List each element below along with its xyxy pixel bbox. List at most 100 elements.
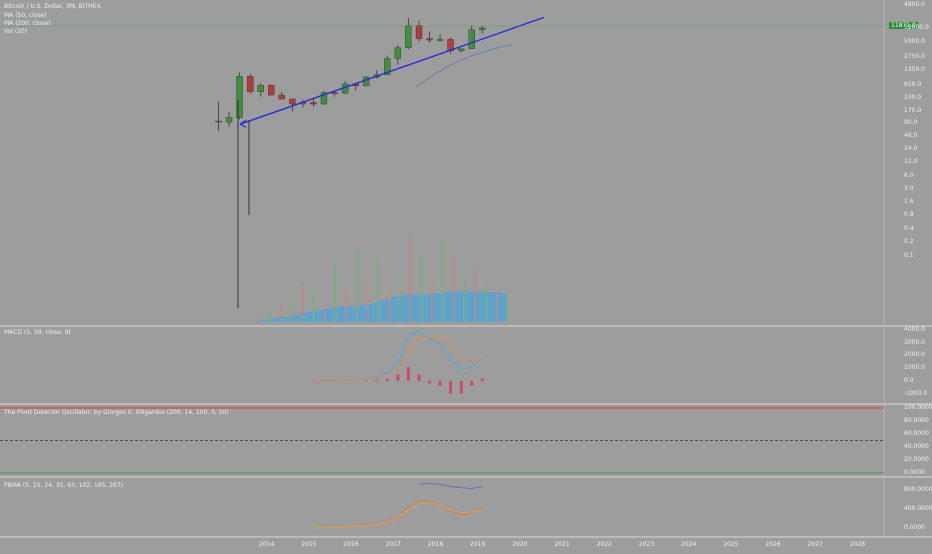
- time-tick-label: 2028: [850, 541, 865, 548]
- macd-histogram-bar: [365, 380, 368, 381]
- price-tick-label: 4800.0: [904, 1, 925, 8]
- pbma-line: [313, 500, 482, 528]
- macd-histogram-bar: [449, 381, 452, 394]
- price-tick-label: 24.0: [904, 145, 917, 152]
- macd-tick-label: 0.0: [904, 377, 914, 384]
- volume-bar: [301, 282, 304, 322]
- volume-bar: [377, 260, 380, 322]
- candle-body: [226, 118, 232, 123]
- volume-bar: [366, 278, 369, 322]
- candle-body: [437, 39, 443, 40]
- volume-bar: [355, 247, 358, 322]
- candle-body: [469, 30, 475, 49]
- time-tick-label: 2024: [681, 541, 696, 548]
- oscillator-tick-label: 60.0000: [904, 430, 929, 437]
- price-tick-label: 12000.0: [904, 24, 929, 31]
- oscillator-tick-label: 40.0000: [904, 443, 929, 450]
- candle-body: [216, 121, 222, 122]
- macd-title: MACD (5, 30, close, 9): [4, 329, 71, 336]
- oscillator-title: The Pivot Detector Oscillator, by Giorgo…: [4, 409, 229, 416]
- indicator-ma50: MA (50, close): [4, 12, 47, 19]
- macd-tick-label: -1000.0: [904, 390, 927, 397]
- volume-bar: [409, 232, 412, 322]
- candle-body: [416, 26, 422, 39]
- oscillator-tick-label: 100.0000: [904, 404, 932, 411]
- price-tick-label: 0.4: [904, 225, 914, 232]
- pbma-tick-label: 800.0000: [904, 486, 932, 493]
- macd-tick-label: 3000.0: [904, 339, 925, 346]
- time-tick-label: 2021: [554, 541, 569, 548]
- pbma-line: [313, 503, 482, 528]
- trendline: [240, 17, 544, 124]
- volume-bar: [431, 282, 434, 322]
- pbma-line: [419, 483, 482, 488]
- macd-tick-label: 2000.0: [904, 351, 925, 358]
- oscillator-tick-label: 20.0000: [904, 456, 929, 463]
- volume-bar: [344, 292, 347, 322]
- macd-line: [313, 331, 482, 381]
- time-tick-label: 2014: [259, 541, 274, 548]
- oscillator-tick-label: 80.0000: [904, 417, 929, 424]
- price-tick-label: 2750.0: [904, 53, 925, 60]
- volume-bar: [258, 316, 261, 322]
- chart-title: Bitcoin / U.S. Dollar, 3M, BITHEX: [4, 3, 101, 10]
- volume-bar: [269, 312, 272, 322]
- macd-tick-label: 4000.0: [904, 326, 925, 333]
- macd-histogram-bar: [481, 378, 484, 381]
- candle-body: [237, 76, 243, 117]
- time-tick-label: 2017: [386, 541, 401, 548]
- time-tick-label: 2025: [723, 541, 738, 548]
- macd-histogram-bar: [375, 380, 378, 381]
- candle-body: [279, 95, 285, 99]
- oscillator-tick-label: 0.0000: [904, 469, 925, 476]
- volume-bar: [323, 308, 326, 322]
- candle-body: [405, 26, 411, 48]
- volume-bar: [420, 252, 423, 322]
- volume-bar: [388, 292, 391, 322]
- volume-bar: [334, 262, 337, 322]
- macd-histogram-bar: [470, 381, 473, 386]
- volume-area: [258, 291, 506, 322]
- volume-bar: [485, 284, 488, 322]
- candle-body: [268, 85, 274, 95]
- time-tick-label: 2018: [428, 541, 443, 548]
- macd-histogram-bar: [460, 381, 463, 394]
- candle-body: [479, 28, 485, 30]
- price-tick-label: 1350.0: [904, 66, 925, 73]
- macd-histogram-bar: [418, 375, 421, 381]
- candle-body: [310, 102, 316, 104]
- candle-body: [458, 49, 464, 51]
- indicator-ma200: MA (200, close): [4, 20, 51, 27]
- volume-bar: [506, 297, 509, 322]
- volume-bar: [398, 274, 401, 322]
- price-tick-label: 90.0: [904, 119, 917, 126]
- time-tick-label: 2023: [639, 541, 654, 548]
- volume-bar: [442, 240, 445, 322]
- candle-body: [395, 48, 401, 59]
- candle-body: [258, 85, 264, 92]
- time-tick-label: 2015: [301, 541, 316, 548]
- price-tick-label: 3.0: [904, 185, 914, 192]
- price-tick-label: 46.0: [904, 132, 917, 139]
- macd-histogram-bar: [439, 381, 442, 386]
- volume-bar: [280, 304, 283, 322]
- candle-body: [289, 99, 295, 104]
- price-tick-label: 6.0: [904, 172, 914, 179]
- time-tick-label: 2027: [808, 541, 823, 548]
- volume-bar: [312, 294, 315, 322]
- time-tick-label: 2020: [512, 541, 527, 548]
- price-tick-label: 650.0: [904, 81, 921, 88]
- volume-bar: [452, 257, 455, 322]
- macd-histogram-bar: [396, 375, 399, 381]
- indicator-vol: Vol (20): [4, 28, 27, 35]
- volume-bar: [290, 300, 293, 322]
- price-tick-label: 1.6: [904, 198, 914, 205]
- pbma-tick-label: 0.0000: [904, 524, 925, 531]
- candle-body: [363, 77, 369, 86]
- volume-bar: [474, 267, 477, 322]
- macd-histogram-bar: [428, 381, 431, 384]
- candle-body: [427, 39, 433, 40]
- time-tick-label: 2019: [470, 541, 485, 548]
